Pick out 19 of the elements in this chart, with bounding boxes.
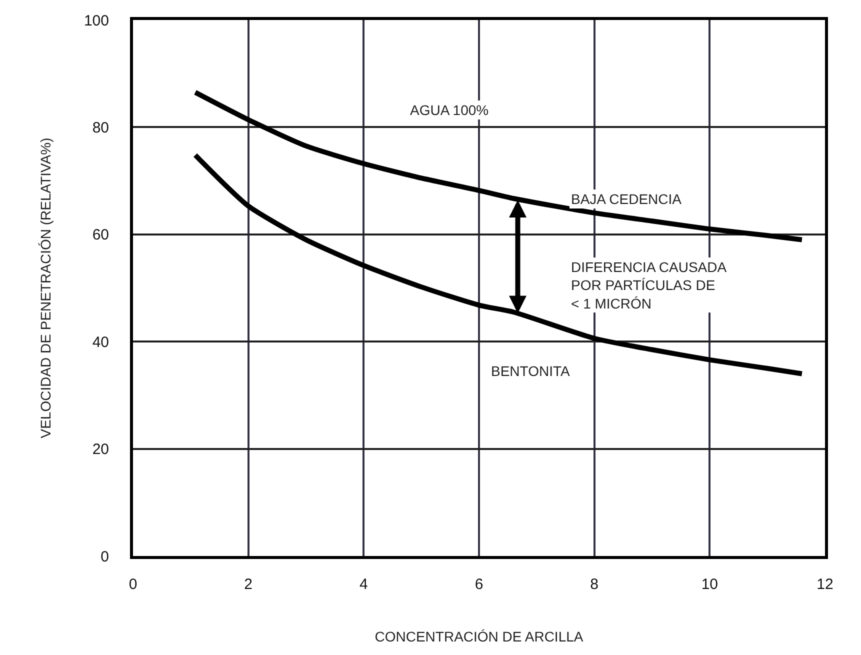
- x-axis-title: CONCENTRACIÓN DE ARCILLA: [374, 628, 584, 644]
- y-tick-label: 0: [100, 548, 109, 566]
- y-axis-title: VELOCIDAD DE PENETRACIÓN (RELATIVA%): [38, 138, 54, 438]
- annotation: DIFERENCIA CAUSADA POR PARTÍCULAS DE < 1 MICRÓN: [571, 259, 728, 312]
- y-tick-label: 20: [92, 441, 109, 458]
- y-tick-label: 40: [92, 334, 109, 351]
- x-tick-label: 10: [701, 576, 718, 593]
- y-tick-label: 80: [92, 119, 109, 136]
- annotation: BAJA CEDENCIA: [571, 191, 682, 207]
- x-tick-label: 4: [360, 576, 368, 593]
- annotation: AGUA 100%: [410, 102, 489, 118]
- x-tick-label: 12: [816, 576, 834, 593]
- x-tick-label: 2: [244, 576, 252, 593]
- x-tick-label: 8: [590, 576, 598, 593]
- y-tick-label: 100: [84, 12, 109, 30]
- x-tick-label: 0: [128, 576, 138, 593]
- y-tick-label: 60: [92, 226, 109, 244]
- annotation: BENTONITA: [491, 363, 570, 379]
- x-tick-label: 6: [474, 576, 484, 593]
